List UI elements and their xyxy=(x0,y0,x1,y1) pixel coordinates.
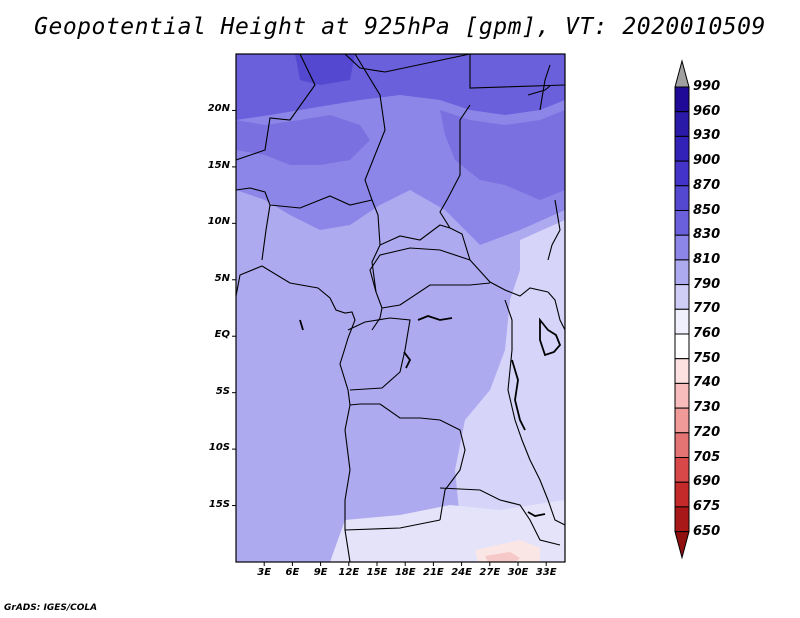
colorbar-box xyxy=(674,135,690,162)
colorbar-box xyxy=(674,259,690,286)
lon-label: 24E xyxy=(451,567,472,578)
colorbar-label: 740 xyxy=(693,375,721,391)
colorbar-top-triangle xyxy=(674,59,690,88)
map-title: Geopotential Height at 925hPa [gpm], VT:… xyxy=(34,14,766,40)
lat-ticks xyxy=(232,109,236,507)
colorbar-box xyxy=(674,457,690,483)
colorbar-box xyxy=(674,506,690,533)
colorbar-label: 810 xyxy=(693,251,721,267)
colorbar-box xyxy=(674,234,690,261)
lat-label: 10S xyxy=(208,442,230,454)
colorbar-label: 750 xyxy=(693,350,721,366)
colorbar-box xyxy=(674,432,690,458)
lon-label: 30E xyxy=(507,567,529,578)
colorbar-label: 770 xyxy=(693,301,721,317)
colorbar-box xyxy=(674,185,690,212)
lon-ticks xyxy=(263,562,547,566)
colorbar-label: 760 xyxy=(693,326,721,341)
colorbar-box xyxy=(674,358,690,384)
height-field xyxy=(236,54,565,562)
colorbar-box xyxy=(674,481,690,508)
lat-label: EQ xyxy=(214,329,230,341)
colorbar-box xyxy=(674,382,690,409)
colorbar-label: 830 xyxy=(693,227,721,243)
colorbar-label: 730 xyxy=(693,400,721,416)
lon-label: 18E xyxy=(394,567,416,578)
colorbar-label: 705 xyxy=(693,449,721,465)
map-frame xyxy=(235,53,566,563)
lon-label: 3E xyxy=(257,567,272,578)
lat-label: 5N xyxy=(214,272,230,284)
colorbar-label: 900 xyxy=(693,153,721,169)
lat-label: 5S xyxy=(215,385,230,397)
lakes xyxy=(299,315,562,517)
colorbar-box xyxy=(674,86,690,113)
colorbar-label: 960 xyxy=(693,103,721,119)
lat-label: 15N xyxy=(207,159,230,171)
colorbar-label: 850 xyxy=(693,202,721,218)
colorbar-box xyxy=(674,333,690,360)
colorbar-box xyxy=(674,284,690,310)
lon-label: 33E xyxy=(535,567,557,578)
country-borders xyxy=(236,54,565,562)
colorbar-label: 675 xyxy=(693,498,721,514)
colorbar-label: 990 xyxy=(693,79,721,94)
lon-label: 27E xyxy=(479,567,501,578)
colorbar-label: 690 xyxy=(693,474,721,490)
colorbar-box xyxy=(674,160,690,187)
grads-credit: GrADS: IGES/COLA xyxy=(4,603,98,613)
lon-label: 6E xyxy=(285,567,300,578)
colorbar-label: 870 xyxy=(693,177,721,193)
lat-label: 20N xyxy=(207,103,230,115)
colorbar-label: 790 xyxy=(693,276,721,292)
colorbar-box xyxy=(674,308,690,335)
colorbar-label: 650 xyxy=(693,523,721,539)
colorbar-label: 930 xyxy=(693,128,721,144)
lon-label: 21E xyxy=(423,567,444,578)
colorbar-box xyxy=(674,111,690,137)
colorbar-box xyxy=(674,210,690,236)
lat-label: 15S xyxy=(208,498,230,510)
colorbar-box xyxy=(674,407,690,434)
lon-label: 15E xyxy=(366,567,388,578)
colorbar-label: 720 xyxy=(693,424,721,440)
lon-label: 9E xyxy=(313,567,328,578)
colorbar-bottom-triangle xyxy=(674,531,690,560)
lon-label: 12E xyxy=(338,567,360,578)
lat-label: 10N xyxy=(207,216,230,228)
